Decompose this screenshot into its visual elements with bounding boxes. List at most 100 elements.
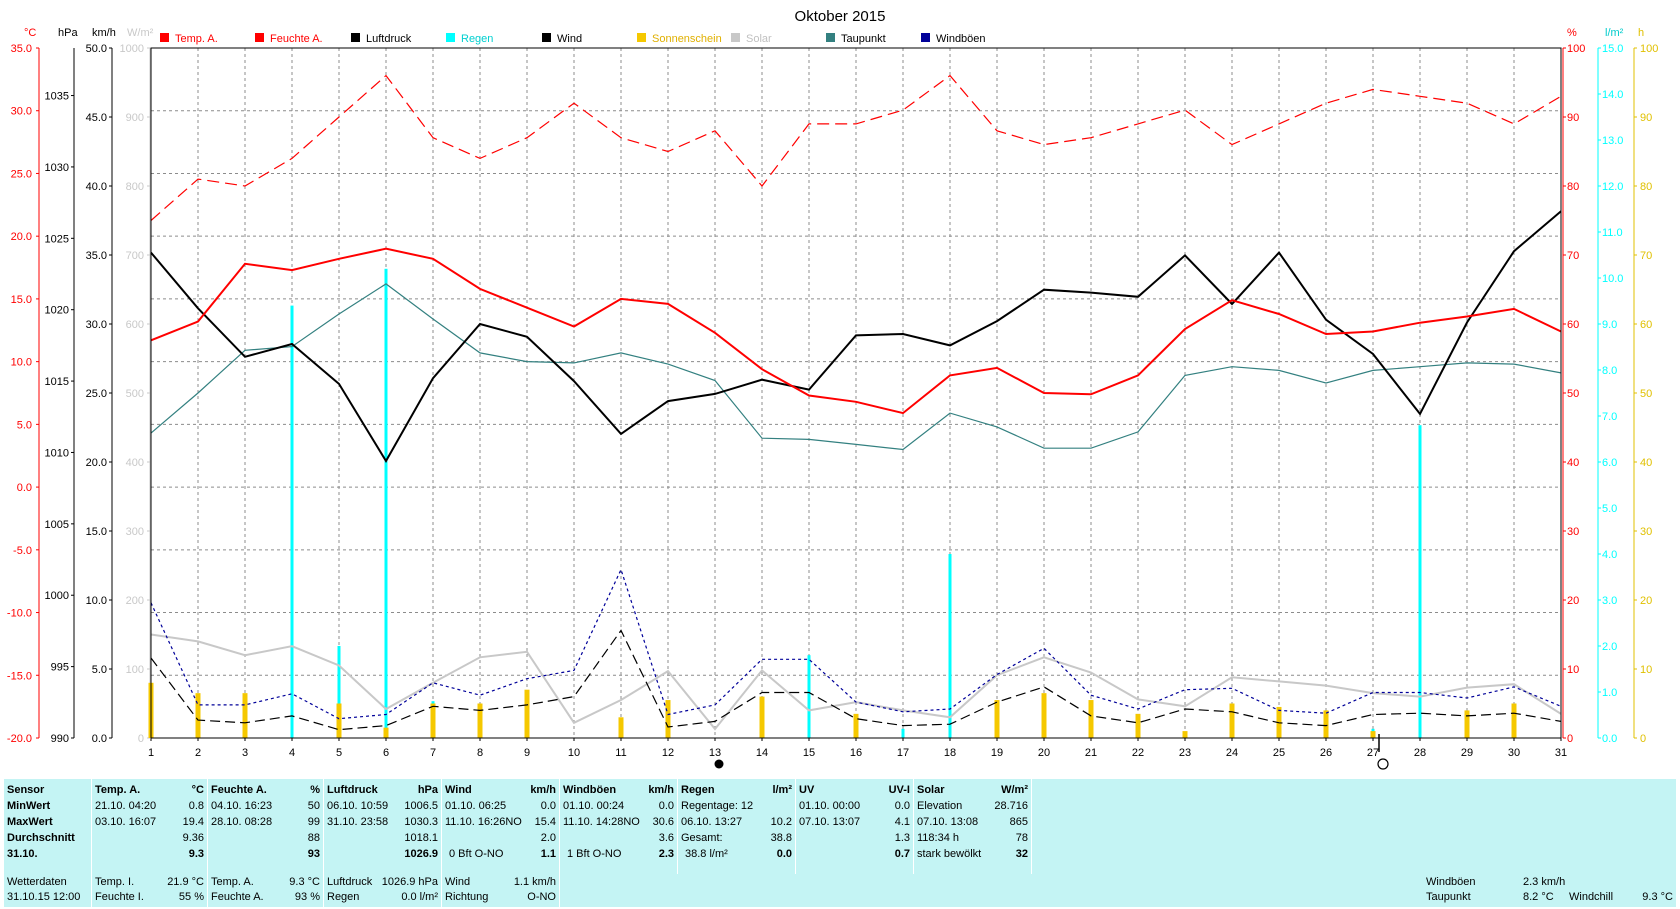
legend-label: Sonnenschein xyxy=(652,33,722,45)
cur-richtung: O-NO xyxy=(527,891,556,903)
bar-Sonnenschein xyxy=(1229,703,1235,738)
bar-Sonnenschein xyxy=(383,727,389,738)
temp_c-tick-label: -5.0 xyxy=(13,545,32,557)
uv-day-val: 0.7 xyxy=(894,848,910,860)
cur-temp-a-label: Temp. A. xyxy=(211,876,254,888)
hdr-wind-unit: km/h xyxy=(530,784,556,796)
legend-label: Windböen xyxy=(936,33,986,45)
legend-swatch xyxy=(446,33,455,42)
cur-regen-label: Regen xyxy=(327,891,360,903)
cur-windchill-label: Windchill xyxy=(1569,891,1614,903)
humidity_pct-tick-label: 10 xyxy=(1567,664,1579,676)
bar-Regen xyxy=(948,554,952,738)
temp_c-tick-label: 20.0 xyxy=(11,231,32,243)
rain_lm2-tick-label: 6.0 xyxy=(1602,457,1617,469)
temp-min-val: 0.8 xyxy=(188,800,204,812)
temp_c-tick-label: 5.0 xyxy=(17,419,32,431)
wind_kmh-tick-label: 50.0 xyxy=(86,43,107,55)
solar-elev-val: 28.716 xyxy=(994,800,1028,812)
chart-title: Oktober 2015 xyxy=(795,8,886,25)
pressure_hpa-tick-label: 995 xyxy=(51,662,69,674)
bar-Sonnenschein xyxy=(477,703,483,738)
col-temp: Temp. A. °C 21.10. 04:20 0.8 03.10. 16:07 1… xyxy=(92,779,208,874)
temp_c-tick-label: -15.0 xyxy=(7,670,32,682)
series-line-Luftdruck xyxy=(150,210,1562,463)
cur-richtung-label: Richtung xyxy=(445,891,489,903)
left-axes: 35.0 30.0 25.0 20.0 15.0 10.0 5.0 0.0 -5.0 -10.0 -… xyxy=(7,43,151,745)
x-tick-label: 4 xyxy=(289,747,295,759)
pressure_hpa-tick-label: 1025 xyxy=(45,233,69,245)
solar-hours: 118:34 h xyxy=(917,832,960,844)
solar-max-time: 07.10. 13:08 xyxy=(917,816,979,828)
rain_lm2-tick-label: 8.0 xyxy=(1602,365,1617,377)
bar-Sonnenschein xyxy=(195,693,201,738)
uv-min-time: 01.10. 00:00 xyxy=(799,800,861,812)
bar-Sonnenschein xyxy=(1370,731,1376,738)
cur-datetime: 31.10.15 12:00 xyxy=(7,891,81,903)
wind_kmh-unit-label: km/h xyxy=(92,27,116,39)
solar_wm2-tick-label: 0 xyxy=(138,733,144,745)
rain-max-time: 06.10. 13:27 xyxy=(681,816,743,828)
wind_kmh-tick-label: 25.0 xyxy=(86,388,107,400)
bar-Sonnenschein xyxy=(1511,703,1517,738)
rain_lm2-unit-label: l/m² xyxy=(1605,27,1624,39)
cur-windboeen-label: Windböen xyxy=(1426,876,1476,888)
temp_c-tick-label: 0.0 xyxy=(17,482,32,494)
x-tick-label: 10 xyxy=(568,747,580,759)
x-tick-label: 7 xyxy=(430,747,436,759)
humidity_pct-tick-label: 90 xyxy=(1567,112,1579,124)
cur-col-2: Temp. I. 21.9 °C Feuchte I. 55 % xyxy=(92,874,208,907)
hdr-solar: Solar xyxy=(917,784,945,796)
bar-Sonnenschein xyxy=(994,700,1000,738)
series-line-Wind xyxy=(150,629,1562,731)
x-tick-label: 1 xyxy=(148,747,154,759)
rain_lm2-tick-label: 1.0 xyxy=(1602,687,1617,699)
temp_c-tick-label: 35.0 xyxy=(11,43,32,55)
legend-label: Wind xyxy=(557,33,582,45)
solar_wm2-tick-label: 500 xyxy=(126,388,144,400)
legend-label: Luftdruck xyxy=(366,33,412,45)
sunshine_h-unit-label: h xyxy=(1638,27,1644,39)
cur-feuchte-a-label: Feuchte A. xyxy=(211,891,264,903)
cur-wind: 1.1 km/h xyxy=(513,876,556,888)
legend-label: Temp. A. xyxy=(175,33,218,45)
sunshine_h-tick-label: 70 xyxy=(1640,250,1652,262)
wind_kmh-tick-label: 5.0 xyxy=(92,664,107,676)
bar-Sonnenschein xyxy=(336,703,342,738)
hdr-uv: UV xyxy=(799,784,815,796)
temp-max-val: 19.4 xyxy=(182,816,204,828)
rain_lm2-tick-label: 0.0 xyxy=(1602,733,1617,745)
solar-day-val: 32 xyxy=(1015,848,1028,860)
bar-Sonnenschein xyxy=(1041,693,1047,738)
solar_wm2-tick-label: 900 xyxy=(126,112,144,124)
cur-col-1: Wetterdaten 31.10.15 12:00 xyxy=(4,874,92,907)
rain_lm2-tick-label: 5.0 xyxy=(1602,503,1617,515)
temp-max-time: 03.10. 16:07 xyxy=(95,816,157,828)
cur-temp-i-label: Temp. I. xyxy=(95,876,135,888)
hum-min-time: 04.10. 16:23 xyxy=(211,800,273,812)
weather-chart: Oktober 2015 Temp. A. Feuchte A. Luftdruck… xyxy=(6,8,1659,770)
pressure_hpa-tick-label: 1015 xyxy=(45,376,69,388)
x-tick-label: 27 xyxy=(1367,747,1379,759)
row-label-min: MinWert xyxy=(7,800,51,812)
bar-Regen xyxy=(807,655,811,738)
bar-Sonnenschein xyxy=(759,696,765,738)
series-line-Windböen xyxy=(150,567,1562,720)
cur-col-3: Temp. A. 9.3 °C Feuchte A. 93 % xyxy=(208,874,324,907)
legend-swatch xyxy=(160,33,169,42)
sunshine_h-tick-label: 80 xyxy=(1640,181,1652,193)
bar-Sonnenschein xyxy=(618,717,624,738)
bar-Sonnenschein xyxy=(1088,700,1094,738)
legend-swatch xyxy=(351,33,360,42)
legend-label: Taupunkt xyxy=(841,33,886,45)
hdr-sensor: Sensor xyxy=(7,784,45,796)
humidity_pct-tick-label: 20 xyxy=(1567,595,1579,607)
hdr-press: Luftdruck xyxy=(327,784,378,796)
col-sensor: Sensor MinWert MaxWert Durchschnitt 31.1… xyxy=(4,779,92,874)
humidity_pct-tick-label: 0 xyxy=(1567,733,1573,745)
hum-max-time: 28.10. 08:28 xyxy=(211,816,273,828)
press-avg-val: 1018.1 xyxy=(404,832,438,844)
cur-taupunkt: 8.2 °C xyxy=(1523,891,1554,903)
lines-layer xyxy=(150,74,1562,731)
col-rain: Regen l/m² Regentage: 12 06.10. 13:27 10.2… xyxy=(678,779,796,874)
